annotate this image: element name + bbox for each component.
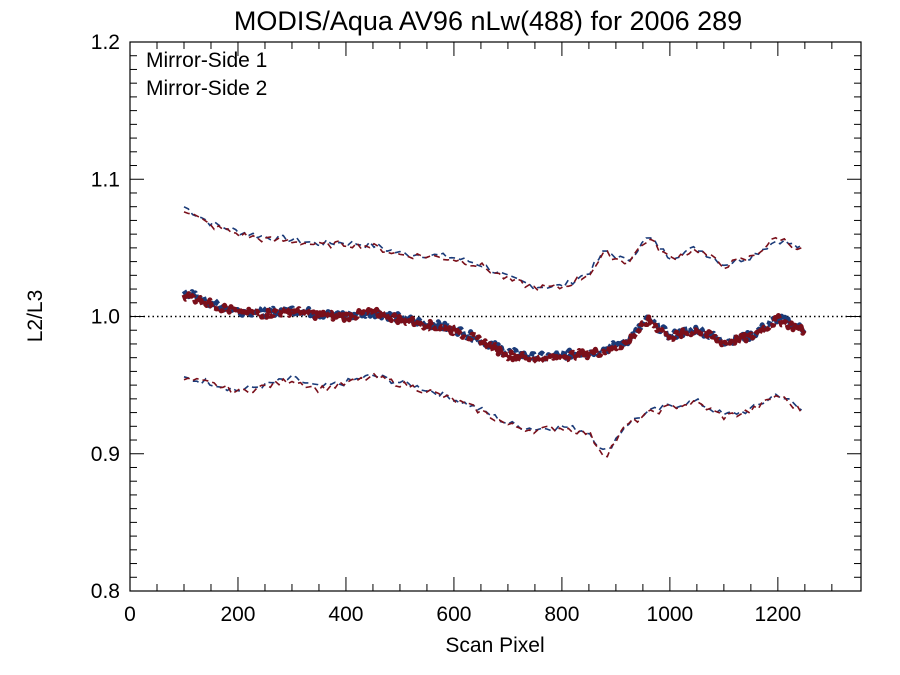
mirror-side-1-lower-line [183, 373, 803, 451]
tick-labels: 0 200 400 600 800 1000 1200 0.8 0.9 1.0 1.1 1.2 [91, 31, 801, 626]
data-layer [130, 206, 861, 458]
chart-title: MODIS/Aqua AV96 nLw(488) for 2006 289 [234, 6, 742, 36]
x-axis-label: Scan Pixel [445, 634, 544, 657]
x-tick-label: 800 [544, 603, 579, 626]
x-tick-label: 0 [124, 603, 136, 626]
y-tick-label: 0.9 [91, 443, 120, 466]
y-axis-label: L2/L3 [24, 290, 47, 343]
mirror-side-2-upper-line [183, 211, 802, 292]
x-tick-label: 200 [220, 603, 255, 626]
y-tick-label: 1.0 [91, 306, 120, 329]
axes-layer [129, 41, 862, 592]
mirror-side-1-upper-line [183, 206, 803, 291]
legend-mirror-side-1: Mirror-Side 1 [146, 49, 267, 72]
y-tick-label: 1.1 [91, 168, 120, 191]
y-tick-label: 1.2 [91, 31, 120, 54]
legend-mirror-side-2: Mirror-Side 2 [146, 77, 267, 100]
mirror-side-2-mean-line [181, 291, 807, 365]
mirror-side-2-lower-line [183, 372, 803, 458]
x-tick-label: 600 [436, 603, 471, 626]
x-tick-label: 1000 [647, 603, 694, 626]
x-tick-label: 1200 [754, 603, 801, 626]
mirror-side-1-mean-line [181, 289, 807, 365]
x-tick-label: 400 [328, 603, 363, 626]
y-tick-label: 0.8 [91, 580, 120, 603]
